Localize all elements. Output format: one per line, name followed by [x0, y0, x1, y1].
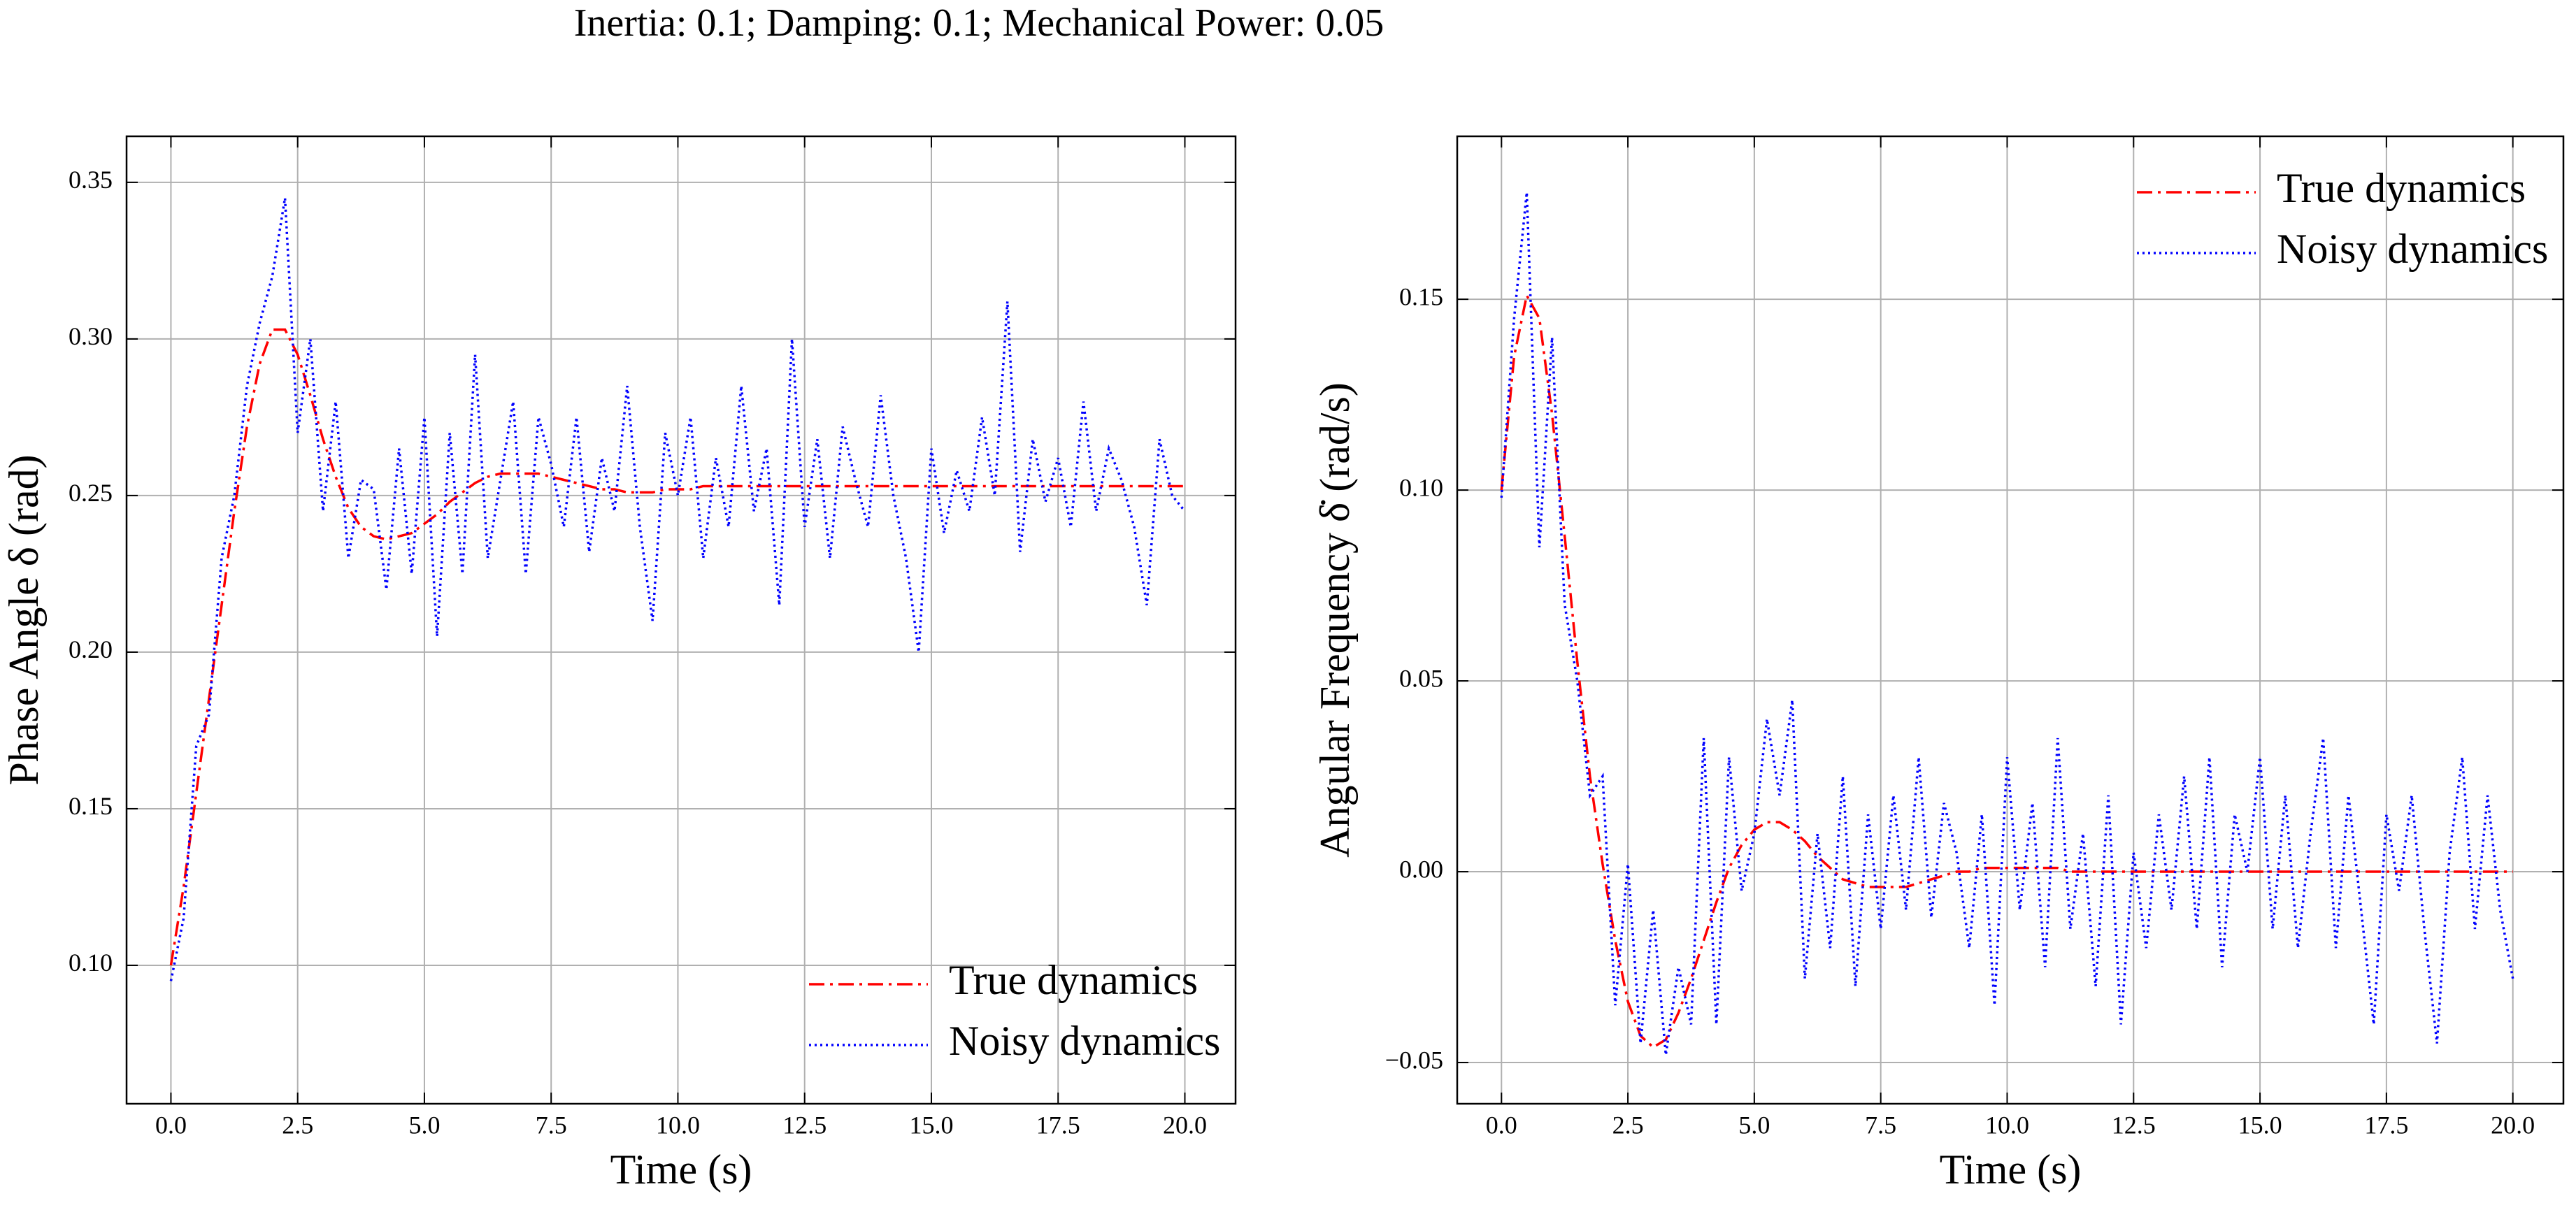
figure-title: Inertia: 0.1; Damping: 0.1; Mechanical P…: [574, 1, 1384, 45]
y-tick-label: 0.00: [1399, 855, 1443, 883]
x-tick-label: 10.0: [656, 1111, 700, 1139]
x-tick-label: 0.0: [155, 1111, 187, 1139]
x-tick-label: 0.0: [1486, 1111, 1517, 1139]
y-tick-label: 0.10: [69, 949, 113, 977]
data-line: [1500, 192, 2514, 1056]
x-tick-label: 17.5: [2364, 1111, 2408, 1139]
x-tick-label: 15.0: [909, 1111, 953, 1139]
y-axis-label: Angular Frequency δ̇ (rad/s): [1312, 382, 1358, 858]
x-tick-label: 12.5: [782, 1111, 827, 1139]
x-tick-label: 12.5: [2112, 1111, 2156, 1139]
data-line: [169, 328, 1185, 966]
x-tick-label: 2.5: [282, 1111, 313, 1139]
x-tick-label: 5.0: [408, 1111, 440, 1139]
legend-label: Noisy dynamics: [949, 1018, 1220, 1064]
y-tick-label: 0.05: [1399, 664, 1443, 692]
plot-frame: [1456, 135, 2565, 1105]
x-tick-label: 15.0: [2238, 1111, 2282, 1139]
x-tick-label: 7.5: [536, 1111, 567, 1139]
x-axis-label: Time (s): [610, 1146, 752, 1193]
y-tick-label: 0.15: [69, 792, 113, 820]
y-axis-label: Phase Angle δ (rad): [1, 454, 47, 785]
x-tick-label: 2.5: [1612, 1111, 1644, 1139]
x-tick-label: 17.5: [1036, 1111, 1080, 1139]
x-tick-label: 20.0: [1163, 1111, 1207, 1139]
y-tick-label: 0.10: [1399, 473, 1443, 501]
legend-label: True dynamics: [949, 957, 1198, 1003]
plot-area: [1457, 136, 2563, 1104]
x-tick-label: 10.0: [1985, 1111, 2029, 1139]
plot-area: [127, 136, 1236, 1104]
data-line: [169, 197, 1186, 981]
x-axis-label: Time (s): [1940, 1146, 2082, 1193]
x-tick-label: 7.5: [1865, 1111, 1896, 1139]
y-tick-label: −0.05: [1385, 1046, 1443, 1074]
y-tick-label: 0.20: [69, 635, 113, 663]
y-tick-label: 0.15: [1399, 282, 1443, 310]
x-tick-label: 20.0: [2491, 1111, 2535, 1139]
y-tick-label: 0.35: [69, 166, 113, 194]
y-tick-label: 0.30: [69, 322, 113, 350]
x-tick-label: 5.0: [1738, 1111, 1770, 1139]
legend-label: Noisy dynamics: [2277, 226, 2548, 272]
legend-label: True dynamics: [2277, 165, 2526, 211]
y-tick-label: 0.25: [69, 479, 113, 507]
plot-frame: [125, 135, 1237, 1105]
